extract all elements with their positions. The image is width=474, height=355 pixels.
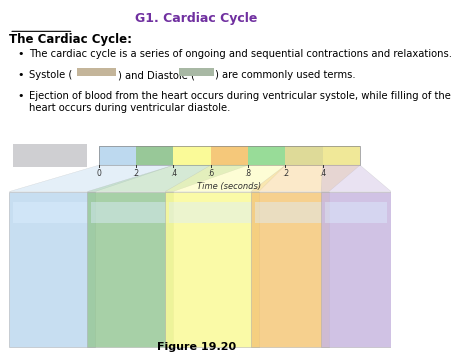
Text: .4: .4 [170, 169, 177, 179]
Bar [323, 146, 360, 165]
Polygon shape [9, 165, 173, 192]
Bar [77, 68, 117, 76]
Bar [99, 146, 360, 165]
Bar [321, 192, 391, 346]
Polygon shape [87, 165, 248, 192]
Text: Figure 19.20: Figure 19.20 [157, 342, 236, 352]
Bar [9, 192, 95, 346]
Text: ) and Diastole (: ) and Diastole ( [118, 70, 194, 80]
Bar [169, 202, 255, 223]
Text: •: • [17, 91, 24, 101]
Text: •: • [17, 70, 24, 80]
Bar [325, 202, 387, 223]
Bar [251, 192, 329, 346]
Polygon shape [165, 165, 285, 192]
Text: •: • [17, 49, 24, 59]
Text: .4: .4 [319, 169, 327, 179]
Text: Systole (: Systole ( [29, 70, 72, 80]
Bar [255, 202, 325, 223]
Text: The cardiac cycle is a series of ongoing and sequential contractions and relaxat: The cardiac cycle is a series of ongoing… [29, 49, 452, 59]
Polygon shape [251, 165, 360, 192]
Text: .2: .2 [282, 169, 289, 179]
Bar [211, 146, 248, 165]
Text: Ejection of blood from the heart occurs during ventricular systole, while fillin: Ejection of blood from the heart occurs … [29, 91, 451, 113]
Polygon shape [321, 165, 391, 192]
Text: 0: 0 [96, 169, 101, 179]
Bar [13, 144, 87, 167]
Bar [285, 146, 323, 165]
Bar [248, 146, 285, 165]
Text: .6: .6 [207, 169, 214, 179]
Bar [179, 68, 214, 76]
Text: The Cardiac Cycle:: The Cardiac Cycle: [9, 33, 132, 46]
Text: Time (seconds): Time (seconds) [197, 182, 262, 191]
Bar [136, 146, 173, 165]
Bar [13, 202, 91, 223]
Bar [173, 146, 211, 165]
Bar [91, 202, 169, 223]
Text: ) are commonly used terms.: ) are commonly used terms. [215, 70, 356, 80]
Bar [87, 192, 173, 346]
Bar [99, 146, 136, 165]
Text: .2: .2 [133, 169, 140, 179]
Text: .8: .8 [245, 169, 252, 179]
Bar [165, 192, 259, 346]
Text: G1. Cardiac Cycle: G1. Cardiac Cycle [135, 12, 257, 25]
